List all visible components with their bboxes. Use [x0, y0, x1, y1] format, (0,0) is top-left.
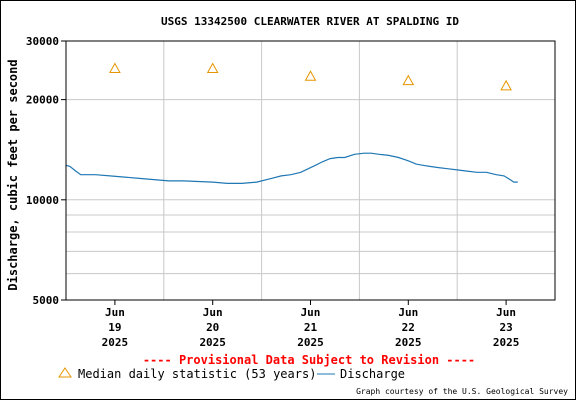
x-tick-label: 19 — [108, 321, 121, 334]
x-tick-label: Jun — [203, 306, 223, 319]
legend-median-label: Median daily statistic (53 years) — [78, 367, 316, 381]
x-tick-label: Jun — [496, 306, 516, 319]
median-triangle-marker — [500, 79, 512, 91]
y-axis-label: Discharge, cubic feet per second — [6, 59, 20, 290]
credit-text: Graph courtesy of the U.S. Geological Su… — [356, 387, 568, 396]
x-tick-label: 21 — [304, 321, 318, 334]
y-tick-label: 30000 — [26, 35, 59, 48]
median-triangle-marker — [304, 70, 317, 81]
x-tick-label: Jun — [398, 306, 418, 319]
chart-title: USGS 13342500 CLEARWATER RIVER AT SPALDI… — [161, 15, 459, 28]
y-tick-label: 20000 — [26, 94, 59, 107]
y-tick-label: 5000 — [33, 294, 60, 307]
x-tick-label: Jun — [301, 306, 321, 319]
median-triangle-marker — [206, 62, 219, 74]
x-tick-label: 2025 — [493, 336, 520, 349]
y-tick-label: 10000 — [26, 194, 59, 207]
x-tick-label: 2025 — [395, 336, 422, 349]
plot-data — [65, 62, 518, 184]
provisional-notice: ---- Provisional Data Subject to Revisio… — [143, 353, 475, 367]
ticks: 5000 10000 20000 30000 Jun 19 2025 Jun 20 2025 Jun… — [26, 35, 519, 349]
x-tick-label: Jun — [105, 306, 125, 319]
x-tick-label: 2025 — [297, 336, 324, 349]
median-triangle-marker — [402, 74, 415, 86]
x-tick-label: 22 — [402, 321, 415, 334]
x-tick-label: 20 — [206, 321, 219, 334]
x-tick-label: 2025 — [102, 336, 129, 349]
median-triangle-marker — [109, 62, 121, 74]
discharge-line — [65, 152, 518, 184]
legend: Median daily statistic (53 years) Discha… — [58, 367, 405, 381]
legend-discharge-label: Discharge — [340, 367, 405, 381]
x-tick-label: 2025 — [199, 336, 226, 349]
x-tick-label: 23 — [499, 321, 512, 334]
legend-median-triangle-icon — [58, 367, 72, 378]
